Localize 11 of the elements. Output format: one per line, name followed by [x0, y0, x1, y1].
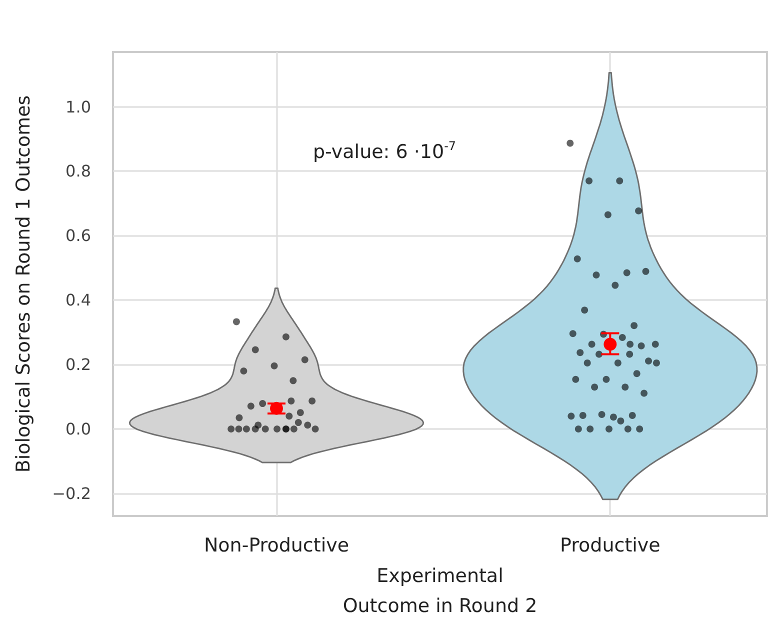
x-axis-title: Experimental Outcome in Round 2: [342, 565, 538, 617]
x-tick-label: Non-Productive: [204, 534, 350, 556]
y-tick-label: 0.2: [66, 355, 91, 374]
y-tick-label: 0.4: [66, 290, 91, 310]
y-tick-label: −0.2: [52, 484, 91, 503]
y-axis-title: Biological Scores on Round 1 Outcomes: [12, 95, 34, 473]
y-tick-label: 1.0: [66, 97, 91, 116]
y-tick-label: 0.8: [66, 162, 91, 181]
x-tick-label: Productive: [560, 534, 660, 556]
y-tick-label: 0.6: [66, 226, 91, 246]
y-tick-label: 0.0: [66, 420, 91, 438]
